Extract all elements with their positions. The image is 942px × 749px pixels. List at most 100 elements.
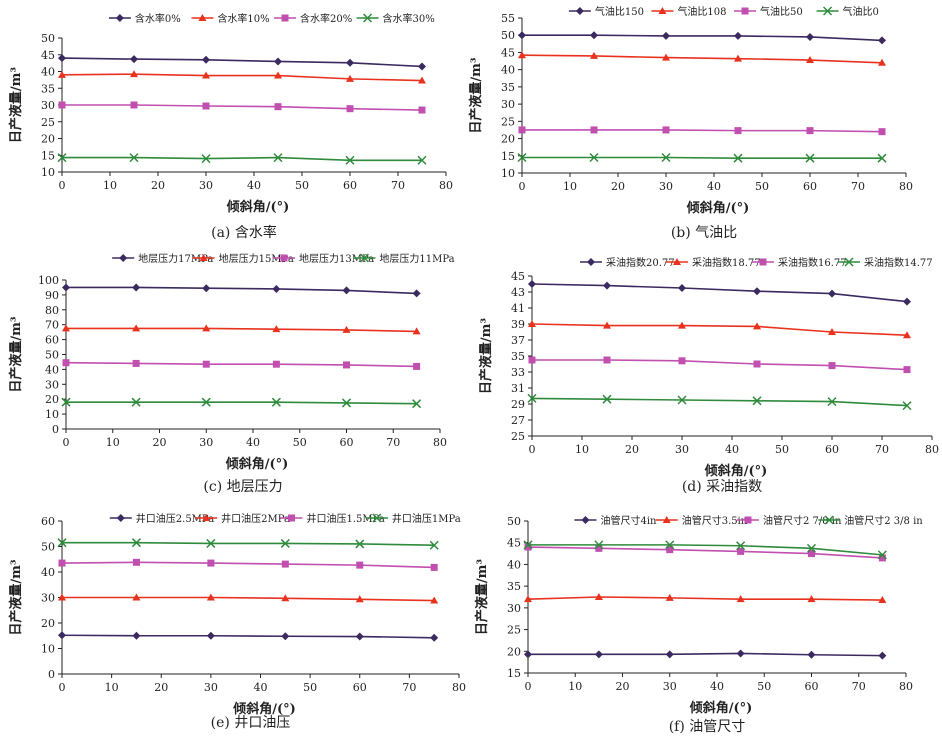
legend-item: 地层压力15MPa	[192, 252, 294, 265]
chart-caption: (d) 采油指数	[682, 479, 762, 495]
data-point	[903, 297, 911, 306]
legend-label: 采油指数14.77	[864, 256, 933, 269]
legend-label: 井口油压1MPa	[392, 512, 461, 525]
legend-swatch-marker	[581, 516, 590, 524]
data-point	[524, 650, 532, 659]
series-1	[58, 631, 439, 642]
y-tick-label: 30	[507, 602, 521, 615]
series-2	[528, 320, 911, 339]
data-point	[272, 325, 281, 333]
data-point	[678, 321, 686, 329]
x-tick-label: 10	[563, 180, 577, 193]
data-point	[418, 106, 426, 114]
data-point	[61, 397, 71, 407]
x-axis-label: 倾斜角/(°)	[225, 456, 289, 472]
y-tick-label: 43	[511, 286, 525, 299]
data-point	[806, 32, 814, 41]
data-point	[677, 395, 687, 405]
x-tick-label: 60	[340, 436, 354, 449]
y-tick-label: 80	[45, 304, 59, 317]
legend-swatch-marker	[744, 516, 752, 524]
data-point	[589, 152, 599, 163]
data-point	[828, 362, 836, 370]
data-point	[129, 153, 139, 163]
data-point	[665, 650, 674, 659]
y-tick-label: 35	[511, 350, 525, 363]
data-point	[595, 544, 603, 552]
chart-caption: (b) 气油比	[671, 225, 737, 241]
data-point	[62, 283, 70, 292]
series-line	[62, 541, 435, 547]
legend: 井口油压2.5MPa 井口油压2MPa 井口油压1.5MPa 井口油压1MPa	[109, 512, 461, 525]
chart-caption: (f) 油管尺寸	[669, 719, 746, 735]
legend-swatch-marker	[119, 254, 128, 262]
data-point	[594, 540, 604, 550]
series-line	[62, 156, 422, 162]
data-point	[273, 153, 283, 163]
series-2	[518, 51, 886, 66]
y-axis-label: 日产液量/m³	[8, 67, 24, 144]
data-point	[602, 394, 612, 404]
legend-swatch-marker	[673, 258, 681, 265]
y-tick-label: 70	[45, 319, 59, 332]
series-line	[531, 283, 908, 303]
legend-swatch-marker	[759, 258, 767, 266]
data-point	[666, 546, 674, 554]
x-tick-label: 60	[805, 680, 819, 693]
data-point	[590, 126, 598, 134]
data-point	[518, 51, 526, 59]
legend-swatch-marker	[359, 253, 369, 263]
data-point	[903, 366, 911, 374]
legend-label: 含水率10%	[217, 12, 269, 25]
legend-swatch-marker	[372, 513, 382, 523]
series-line	[531, 323, 908, 336]
data-point	[753, 322, 761, 330]
legend: 采油指数20.77 采油指数18.77 采油指数16.77 采油指数14.77	[580, 256, 933, 269]
series-line	[61, 57, 423, 68]
y-tick-label: 20	[45, 393, 59, 406]
series-line	[527, 596, 883, 601]
data-point	[206, 631, 215, 640]
data-point	[355, 539, 365, 549]
legend-label: 油管尺寸3.5in	[682, 514, 748, 527]
data-point	[346, 74, 354, 82]
data-point	[527, 393, 537, 403]
legend-label: 油管尺寸2 7/8 in	[763, 514, 842, 527]
series-line	[521, 54, 883, 64]
data-point	[594, 650, 603, 659]
y-tick-label: 60	[41, 515, 55, 528]
data-point	[281, 632, 290, 641]
data-point	[58, 631, 66, 640]
y-tick-label: 100	[38, 274, 59, 287]
y-tick-label: 35	[501, 81, 515, 94]
x-tick-label: 10	[105, 681, 119, 694]
data-point	[355, 632, 364, 641]
data-point	[678, 284, 686, 292]
series-3	[518, 126, 886, 136]
data-point	[130, 70, 138, 78]
x-tick-label: 70	[391, 179, 405, 192]
data-point	[878, 554, 886, 562]
data-point	[346, 58, 354, 67]
data-point	[274, 57, 282, 66]
data-point	[665, 540, 675, 550]
data-point	[130, 101, 138, 109]
x-tick-label: 50	[775, 443, 789, 456]
x-tick-label: 30	[663, 680, 677, 693]
data-point	[62, 359, 70, 367]
legend-item: 气油比0	[816, 5, 879, 18]
legend-item: 井口油压1.5MPa	[280, 512, 385, 525]
legend-item: 气油比50	[734, 5, 803, 18]
data-point	[734, 31, 742, 40]
chart-caption: (c) 地层压力	[203, 479, 282, 495]
chart-panel-6: 15 20 25 30 35 40 45 50 0 10 20 30 40 50 60 70 80 倾斜角/(°)…	[474, 514, 923, 735]
x-tick-label: 80	[925, 443, 939, 456]
data-point	[736, 649, 745, 658]
data-point	[603, 281, 611, 290]
legend-item: 井口油压2MPa	[195, 512, 290, 525]
data-point	[590, 51, 598, 59]
data-point	[877, 153, 887, 163]
data-point	[808, 550, 815, 558]
legend-label: 油管尺寸2 3/8 in	[844, 514, 923, 527]
legend-swatch-marker	[587, 258, 595, 266]
